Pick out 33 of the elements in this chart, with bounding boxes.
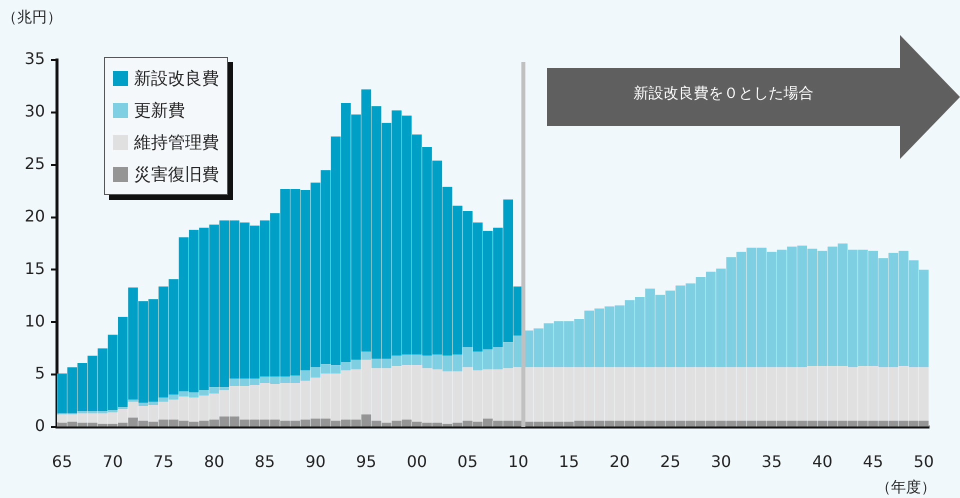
x-tick-label: 70 (102, 452, 123, 471)
x-tick-label: 50 (914, 452, 934, 471)
x-tick-label: 35 (762, 452, 782, 471)
legend-label: 災害復旧費 (134, 164, 219, 186)
legend-label: 更新費 (134, 100, 185, 122)
x-tick-label: 00 (406, 452, 428, 471)
y-tick-label: 35 (24, 49, 45, 68)
x-tick-label: 90 (305, 452, 326, 471)
x-tick-label: 40 (812, 452, 833, 471)
x-tick-label: 45 (862, 452, 884, 471)
annotation: 新設改良費を０とした場合 (632, 84, 814, 103)
x-tick-label: 15 (558, 452, 580, 471)
legend-label: 新設改良費 (134, 68, 219, 90)
x-tick-label: 05 (457, 452, 478, 471)
x-tick-label: 20 (609, 452, 630, 471)
x-tick-label: 95 (356, 452, 376, 471)
y-tick-label: 5 (34, 364, 45, 383)
y-tick-label: 15 (24, 258, 45, 278)
legend-label: 維持管理費 (134, 132, 219, 154)
x-tick-label: 30 (710, 452, 732, 471)
x-tick-label: 80 (204, 452, 224, 471)
x-tick-label: 10 (508, 452, 528, 471)
y-tick-label: 25 (24, 154, 45, 174)
x-tick-label: 75 (153, 452, 174, 471)
y-tick-label: 30 (24, 102, 45, 121)
x-tick-label: 25 (660, 452, 681, 471)
x-tick-label: 85 (254, 452, 276, 471)
x-tick-label: 65 (52, 452, 72, 471)
x-axis-title: （年度） (876, 478, 936, 497)
y-tick-label: 20 (24, 206, 45, 226)
y-axis-title: （兆円） (2, 8, 62, 27)
y-tick-label: 0 (34, 416, 45, 436)
y-tick-label: 10 (24, 311, 45, 330)
